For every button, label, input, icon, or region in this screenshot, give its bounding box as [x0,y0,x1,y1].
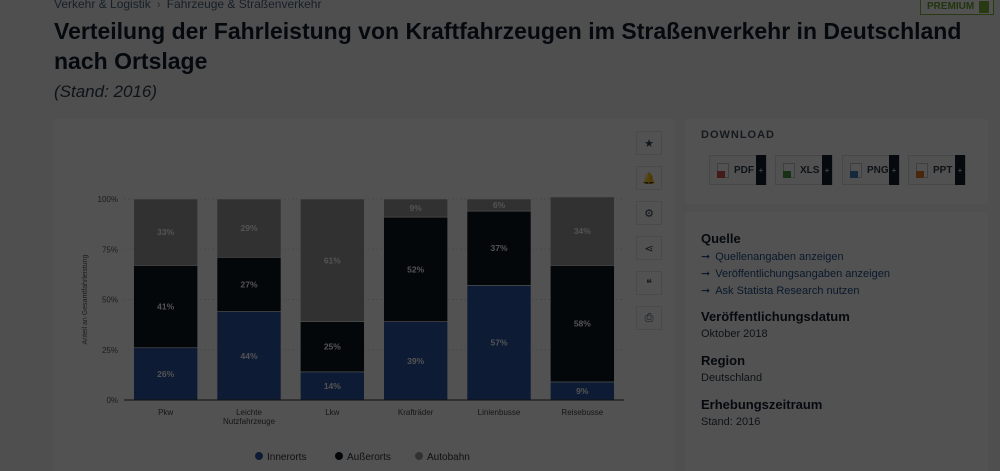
favorite-star-icon[interactable]: ★ [636,131,662,155]
y-axis-label: Anteil an Gesamtfahrleistung [82,254,89,344]
xls-file-icon [783,162,795,178]
data-label: 27% [240,279,257,289]
download-pdf-button[interactable]: PDF + [709,155,767,185]
breadcrumb-separator: › [156,0,161,11]
breadcrumb-item[interactable]: Fahrzeuge & Straßenverkehr [166,0,322,11]
arrow-right-icon: ➞ [701,251,711,263]
pdf-file-icon [717,162,729,178]
legend-entry: Autobahn [427,452,470,463]
survey-period-value: Stand: 2016 [701,416,761,428]
data-label: 37% [490,243,507,253]
source-heading: Quelle [701,231,741,246]
data-label: 33% [157,227,174,237]
data-label: 9% [576,386,589,396]
data-label: 25% [324,342,341,352]
notification-bell-icon[interactable]: 🔔 [636,166,662,190]
breadcrumb: Verkehr & Logistik › Fahrzeuge & Straßenve… [54,0,321,11]
data-label: 58% [574,319,591,329]
cite-quote-icon[interactable]: ❝ [636,271,662,295]
stacked-bar-chart: 26% 41% 33% 44% 27% 29% 14% 25% 61% 39% 52% 9% 57% 37… [82,195,624,463]
data-label: 34% [574,226,591,236]
x-tick-label: Pkw [158,408,173,417]
arrow-right-icon: ➞ [701,285,711,297]
data-label: 57% [490,338,507,348]
chart-card: 26% 41% 33% 44% 27% 29% 14% 25% 61% 39% 52% 9% 57% 37… [54,119,674,471]
premium-badge[interactable]: PREMIUM [920,0,995,15]
legend-entry: Außerorts [347,452,391,463]
ppt-file-icon [916,162,928,178]
data-label: 41% [157,302,174,312]
data-label: 14% [324,381,341,391]
download-ppt-button[interactable]: PPT + [908,155,966,185]
legend-entry: Innerorts [267,452,306,463]
y-tick-label: 25% [102,346,118,355]
x-tick-label: Krafträder [398,408,434,417]
premium-plus-icon [979,0,990,13]
link-publication-details[interactable]: ➞ Veröffentlichungsangaben anzeigen [701,268,890,280]
data-label: 39% [407,356,424,366]
region-heading: Region [701,353,746,368]
y-tick-label: 0% [106,396,118,405]
share-icon[interactable]: ⋖ [636,236,662,260]
download-png-button[interactable]: PNG + [842,155,900,185]
data-label: 29% [240,223,257,233]
x-tick-label: Leichte [236,408,262,417]
x-tick-label: Reisebusse [561,408,603,417]
info-panel: Quelle ➞ Quellenangaben anzeigen ➞ Veröffe… [685,212,988,471]
region-value: Deutschland [701,372,763,384]
x-tick-label: Nutzfahrzeuge [223,417,276,426]
data-label: 52% [407,264,424,274]
png-file-icon [850,162,862,178]
breadcrumb-item[interactable]: Verkehr & Logistik [54,0,151,11]
data-label: 44% [240,351,257,361]
download-panel: DOWNLOAD PDF + XLS + PNG + PPT + [685,119,988,204]
download-xls-button[interactable]: XLS + [775,155,833,185]
y-tick-label: 50% [102,296,118,305]
settings-gear-icon[interactable]: ⚙ [636,201,662,225]
publication-date-heading: Veröffentlichungsdatum [701,309,850,324]
link-ask-research[interactable]: ➞ Ask Statista Research nutzen [701,285,860,297]
download-title: DOWNLOAD [701,129,775,141]
legend-marker [335,452,343,460]
data-label: 26% [157,369,174,379]
plus-icon: + [822,155,832,185]
legend-marker [415,452,423,460]
x-tick-label: Linienbusse [478,408,521,417]
link-source-details[interactable]: ➞ Quellenangaben anzeigen [701,251,844,263]
arrow-right-icon: ➞ [701,268,711,280]
y-tick-label: 100% [98,195,118,204]
plus-icon: + [955,155,965,185]
chart-toolbar: ★ 🔔 ⚙ ⋖ ❝ ⎙ [636,131,662,341]
page-subtitle: (Stand: 2016) [54,82,158,101]
premium-label: PREMIUM [927,1,975,12]
data-label: 9% [410,203,423,213]
print-icon[interactable]: ⎙ [636,306,662,330]
data-label: 61% [324,255,341,265]
plus-icon: + [756,155,766,185]
x-tick-label: Lkw [325,408,339,417]
page-title: Verteilung der Fahrleistung von Kraftfah… [54,18,962,74]
publication-date-value: Oktober 2018 [701,328,768,340]
survey-period-heading: Erhebungszeitraum [701,397,823,412]
plus-icon: + [889,155,899,185]
y-tick-label: 75% [102,245,118,254]
data-label: 6% [493,200,506,210]
legend-marker [255,452,263,460]
